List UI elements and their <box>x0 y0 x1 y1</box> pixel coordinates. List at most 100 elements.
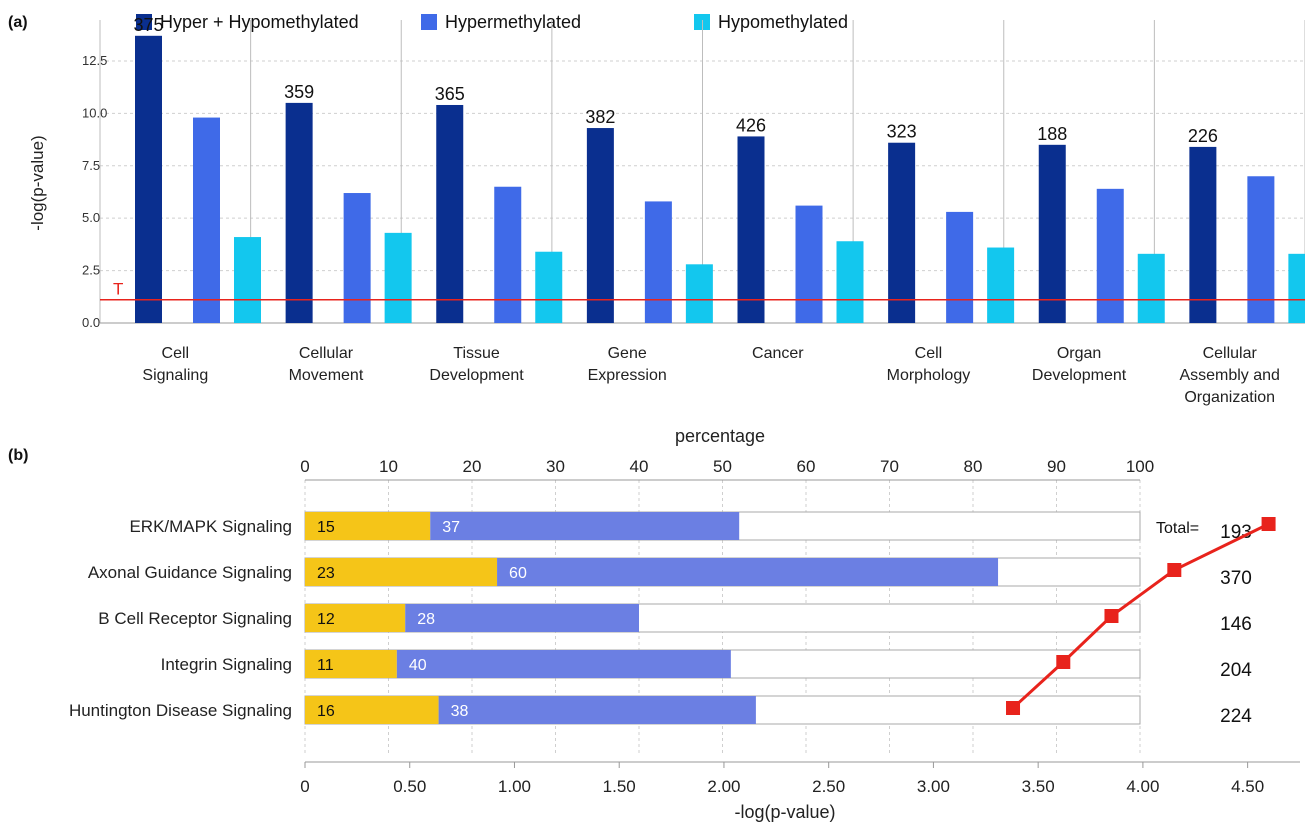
total-value-b: 146 <box>1220 614 1252 635</box>
bar-a <box>193 117 220 324</box>
bar-value-label-a: 359 <box>284 82 314 102</box>
bar-a <box>343 193 371 323</box>
bar-value-label-a: 365 <box>435 84 465 104</box>
bar-a <box>1137 253 1165 323</box>
bar-segment-up-b <box>438 696 756 724</box>
bar-value-label-b: 60 <box>509 565 527 582</box>
category-label-a: Cell <box>162 345 190 362</box>
category-label-a: Assembly and <box>1179 367 1280 384</box>
row-label-b: ERK/MAPK Signaling <box>129 517 292 536</box>
bar-value-label-b: 38 <box>451 703 469 720</box>
top-tick-label-b: 20 <box>463 457 482 476</box>
bar-segment-down-b <box>305 650 397 678</box>
category-label-a: Development <box>429 367 524 384</box>
bar-value-label-a: 226 <box>1188 126 1218 146</box>
bar-a <box>436 104 464 323</box>
total-value-b: 193 <box>1220 522 1252 543</box>
top-tick-label-b: 0 <box>300 457 309 476</box>
line-marker-b <box>1006 701 1021 715</box>
bar-value-label-a: 323 <box>887 122 917 142</box>
panel-label-b: (b) <box>8 447 28 464</box>
legend-swatch-a <box>136 14 152 30</box>
bottom-tick-label-b: 2.00 <box>707 777 740 796</box>
bottom-tick-label-b: 1.50 <box>603 777 636 796</box>
bar-value-label-b: 28 <box>417 611 435 628</box>
y-tick-label-a: 0.0 <box>82 315 100 330</box>
bar-a <box>737 136 765 323</box>
bottom-tick-label-b: 3.00 <box>917 777 950 796</box>
bar-a <box>795 205 823 323</box>
bar-a <box>535 251 563 323</box>
line-marker-b <box>1261 517 1276 531</box>
top-tick-label-b: 70 <box>880 457 899 476</box>
bar-value-label-b: 11 <box>317 657 334 674</box>
y-tick-label-a: 12.5 <box>82 53 107 68</box>
row-label-b: Huntington Disease Signaling <box>69 701 292 720</box>
top-tick-label-b: 10 <box>379 457 398 476</box>
category-label-a: Organization <box>1184 389 1275 406</box>
row-label-b: B Cell Receptor Signaling <box>98 609 292 628</box>
top-tick-label-b: 60 <box>797 457 816 476</box>
bottom-tick-label-b: 4.50 <box>1231 777 1264 796</box>
top-tick-label-b: 100 <box>1126 457 1154 476</box>
top-tick-label-b: 80 <box>964 457 983 476</box>
category-label-a: Gene <box>608 345 647 362</box>
category-label-a: Cellular <box>299 345 354 362</box>
bar-a <box>586 128 614 323</box>
bar-value-label-b: 16 <box>317 703 335 720</box>
line-marker-b <box>1056 655 1071 669</box>
bottom-tick-label-b: 3.50 <box>1022 777 1055 796</box>
bar-a <box>135 35 162 324</box>
category-label-a: Morphology <box>887 367 971 384</box>
bar-segment-up-b <box>396 650 731 678</box>
bar-value-label-b: 37 <box>442 519 460 536</box>
y-tick-label-a: 10.0 <box>82 105 107 120</box>
top-tick-label-b: 30 <box>546 457 565 476</box>
bottom-tick-label-b: 0 <box>300 777 309 796</box>
bar-a <box>1247 176 1275 323</box>
bar-a <box>494 186 522 323</box>
category-label-a: Cell <box>915 345 943 362</box>
total-value-b: 204 <box>1220 660 1252 681</box>
top-tick-label-b: 40 <box>630 457 649 476</box>
bar-value-label-a: 375 <box>133 15 163 35</box>
category-label-a: Cellular <box>1203 345 1258 362</box>
bar-a <box>987 247 1015 323</box>
bar-segment-up-b <box>497 558 999 586</box>
bar-a <box>644 201 672 323</box>
category-label-a: Movement <box>289 367 364 384</box>
category-label-a: Expression <box>588 367 667 384</box>
y-axis-label-a: -log(p-value) <box>28 135 47 230</box>
bar-a <box>285 102 313 323</box>
bar-a <box>888 142 916 323</box>
bar-value-label-b: 15 <box>317 519 335 536</box>
bar-segment-up-b <box>430 512 740 540</box>
total-value-b: 224 <box>1220 706 1252 727</box>
y-tick-label-a: 5.0 <box>82 210 100 225</box>
y-tick-label-a: 7.5 <box>82 158 100 173</box>
y-tick-label-a: 2.5 <box>82 263 100 278</box>
bottom-tick-label-b: 2.50 <box>812 777 845 796</box>
total-label-b: Total= <box>1156 520 1199 537</box>
bar-a <box>384 232 412 323</box>
row-label-b: Integrin Signaling <box>161 655 292 674</box>
bar-a <box>1288 253 1305 323</box>
bar-segment-down-b <box>305 512 431 540</box>
total-value-b: 370 <box>1220 568 1252 589</box>
category-label-a: Cancer <box>752 345 804 362</box>
top-axis-label-b: percentage <box>675 426 765 446</box>
bottom-tick-label-b: 4.00 <box>1126 777 1159 796</box>
category-label-a: Development <box>1032 367 1127 384</box>
bar-segment-down-b <box>305 696 439 724</box>
legend-label-a: Hypomethylated <box>718 12 848 32</box>
bottom-tick-label-b: 1.00 <box>498 777 531 796</box>
top-tick-label-b: 50 <box>713 457 732 476</box>
bar-a <box>946 211 974 323</box>
bar-a <box>1096 188 1124 323</box>
x-axis-label-b: -log(p-value) <box>734 802 835 822</box>
bar-segment-down-b <box>305 558 498 586</box>
bar-a <box>836 241 864 323</box>
legend-swatch-a <box>421 14 437 30</box>
bar-a <box>685 264 713 323</box>
